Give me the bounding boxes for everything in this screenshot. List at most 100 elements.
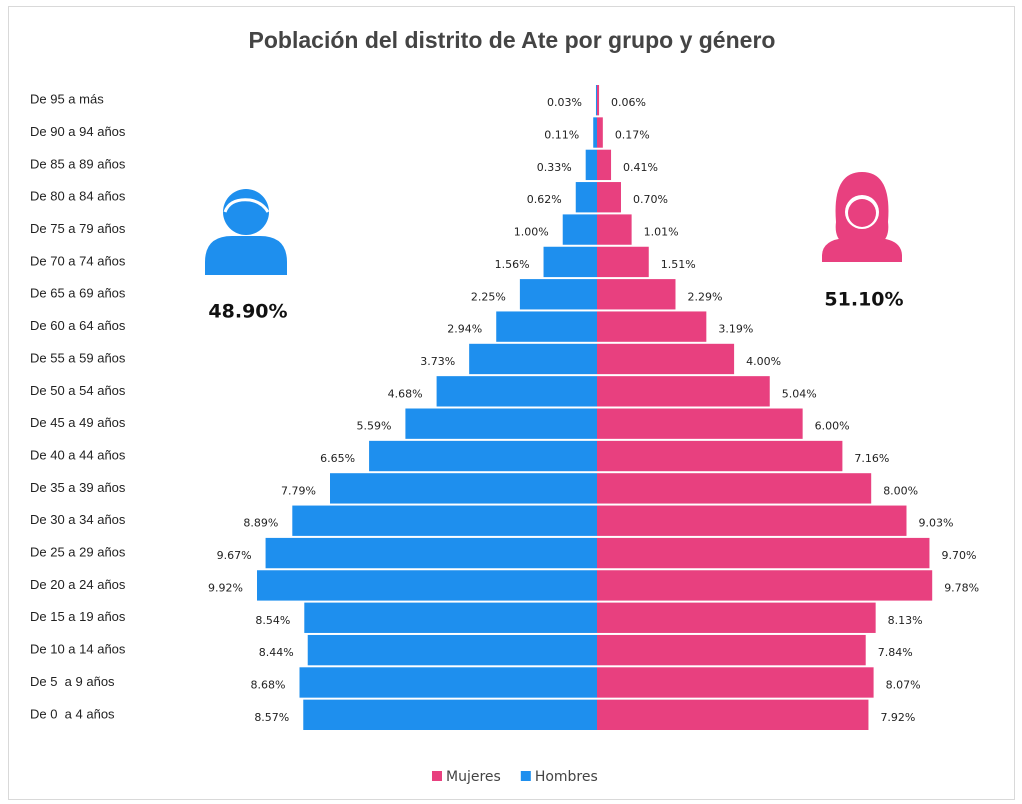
value-label: 0.33% [537, 161, 572, 174]
bar [597, 634, 866, 666]
value-label: 9.67% [217, 549, 252, 562]
value-label: 1.00% [514, 226, 549, 239]
category-label: De 15 a 19 años [30, 609, 126, 624]
bar [585, 149, 597, 181]
bar [597, 602, 876, 633]
bar [597, 343, 735, 375]
value-label: 0.03% [547, 96, 582, 109]
category-label: De 80 a 84 años [30, 189, 126, 204]
value-label: 0.41% [623, 161, 658, 174]
bar [593, 117, 597, 148]
category-label: De 85 a 89 años [30, 156, 126, 171]
bar [597, 408, 803, 439]
bar [597, 85, 600, 116]
bar [597, 440, 843, 472]
bar [597, 505, 907, 536]
value-label: 8.00% [883, 484, 918, 497]
value-label: 8.13% [888, 614, 923, 627]
bar [299, 667, 597, 698]
bar [303, 699, 597, 730]
bar [597, 311, 707, 342]
bar [330, 473, 597, 504]
category-label: De 45 a 49 años [30, 415, 126, 430]
value-label: 7.92% [880, 711, 915, 724]
bar [597, 376, 770, 407]
value-label: 8.57% [254, 711, 289, 724]
bar [597, 214, 632, 245]
bar [257, 570, 597, 601]
value-label: 1.01% [644, 226, 679, 239]
bar [405, 408, 597, 439]
bar [496, 311, 597, 342]
category-label: De 5 a 9 años [30, 674, 115, 689]
bar [597, 246, 649, 278]
category-label: De 90 a 94 años [30, 124, 126, 139]
bar [304, 602, 597, 633]
bar [597, 182, 621, 213]
male-icon [205, 189, 287, 275]
bar [597, 667, 874, 698]
bar [597, 473, 872, 504]
category-label: De 60 a 64 años [30, 318, 126, 333]
value-label: 6.00% [815, 420, 850, 433]
legend-swatch [432, 771, 442, 781]
value-label: 4.00% [746, 355, 781, 368]
bar [597, 117, 603, 148]
value-label: 7.84% [878, 646, 913, 659]
value-label: 0.06% [611, 96, 646, 109]
bar [595, 85, 597, 116]
value-label: 2.94% [447, 323, 482, 336]
category-label: De 70 a 74 años [30, 253, 126, 268]
bar [543, 246, 597, 278]
bar [575, 182, 597, 213]
value-label: 0.70% [633, 193, 668, 206]
bar [562, 214, 597, 245]
value-label: 6.65% [320, 452, 355, 465]
bar [436, 376, 597, 407]
bar [265, 537, 597, 569]
value-label: 1.56% [495, 258, 530, 271]
value-label: 9.70% [941, 549, 976, 562]
value-label: 5.04% [782, 387, 817, 400]
bar [597, 279, 676, 310]
category-label: De 50 a 54 años [30, 383, 126, 398]
category-label: De 0 a 4 años [30, 706, 115, 721]
bar [307, 634, 597, 666]
value-label: 0.62% [527, 193, 562, 206]
legend-swatch [520, 771, 531, 781]
value-label: 0.11% [544, 129, 579, 142]
value-label: 7.79% [281, 484, 316, 497]
value-label: 3.19% [718, 323, 753, 336]
chart-title: Población del distrito de Ate por grupo … [249, 27, 776, 53]
category-label: De 75 a 79 años [30, 221, 126, 236]
category-label: De 10 a 14 años [30, 642, 126, 657]
value-label: 0.17% [615, 129, 650, 142]
value-label: 2.29% [687, 290, 722, 303]
legend-label: Mujeres [446, 769, 501, 785]
value-label: 8.89% [243, 517, 278, 530]
bar [597, 537, 930, 569]
bar [597, 149, 612, 181]
value-label: 2.25% [471, 290, 506, 303]
value-label: 7.16% [854, 452, 889, 465]
value-label: 8.44% [259, 646, 294, 659]
value-label: 9.78% [944, 581, 979, 594]
female-icon [822, 172, 902, 262]
value-label: 5.59% [356, 420, 391, 433]
category-label: De 40 a 44 años [30, 447, 126, 462]
value-label: 3.73% [420, 355, 455, 368]
category-label: De 20 a 24 años [30, 577, 126, 592]
legend-label: Hombres [535, 769, 598, 785]
category-label: De 65 a 69 años [30, 286, 126, 301]
bar [597, 699, 869, 730]
value-label: 9.03% [918, 517, 953, 530]
value-label: 8.68% [251, 678, 286, 691]
value-label: 8.54% [255, 614, 290, 627]
total-label: 51.10% [824, 289, 903, 311]
category-label: De 95 a más [30, 92, 104, 107]
bar [519, 279, 597, 310]
value-label: 8.07% [886, 678, 921, 691]
category-label: De 55 a 59 años [30, 350, 126, 365]
category-label: De 25 a 29 años [30, 545, 126, 560]
